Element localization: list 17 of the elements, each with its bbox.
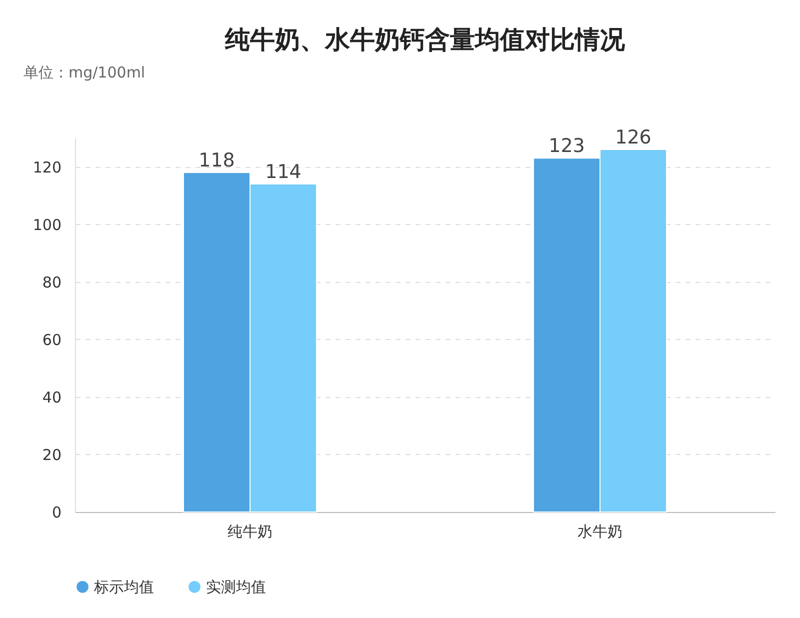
- y-tick-label: 80: [42, 273, 62, 292]
- legend-label: 标示均值: [93, 578, 154, 596]
- y-tick-label: 20: [42, 446, 62, 464]
- y-tick-label: 0: [52, 504, 62, 522]
- data-label: 126: [615, 126, 652, 149]
- y-tick-label: 60: [42, 330, 62, 349]
- y-tick-label: 40: [42, 388, 62, 406]
- y-axis-title: 单位：mg/100ml: [24, 64, 146, 82]
- data-label: 118: [198, 150, 235, 172]
- chart-title: 纯牛奶、水牛奶钙含量均值对比情况: [224, 25, 626, 54]
- x-tick-label: 纯牛奶: [228, 522, 272, 540]
- x-tick-label: 水牛奶: [578, 522, 622, 540]
- data-label: 114: [265, 161, 302, 184]
- y-tick-label: 100: [32, 216, 62, 234]
- legend-label: 实测均值: [206, 578, 266, 596]
- data-label: 123: [548, 135, 585, 158]
- y-tick-label: 120: [32, 158, 62, 176]
